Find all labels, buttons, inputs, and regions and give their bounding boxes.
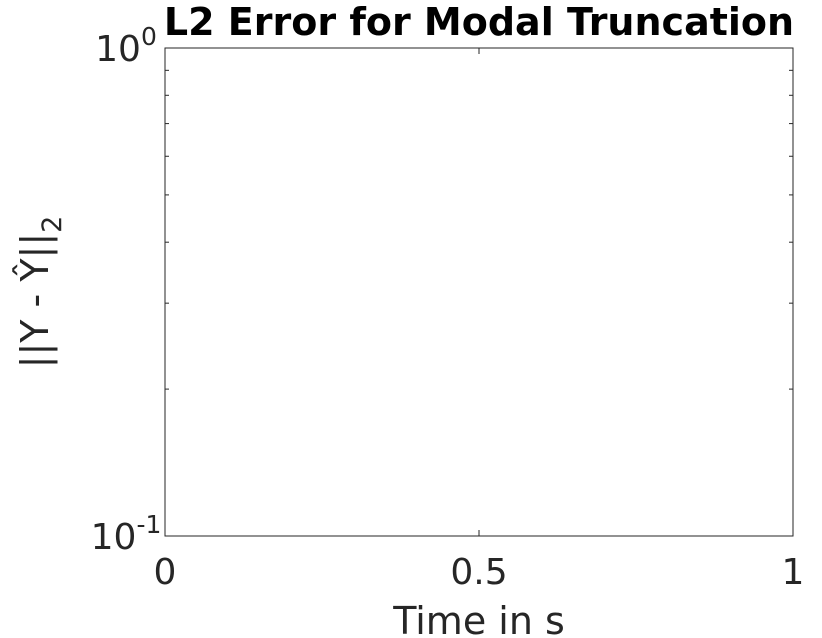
chart-title: L2 Error for Modal Truncation [164, 0, 794, 44]
x-axis-label: Time in s [392, 599, 565, 638]
y-tick-label-exponent: -1 [136, 510, 161, 539]
axes-box [164, 47, 794, 537]
y-tick-label-exponent: 0 [141, 22, 157, 51]
x-tick-label: 0 [154, 552, 177, 593]
x-tick-label: 1 [782, 552, 805, 593]
y-tick-label-base: 10 [91, 517, 137, 558]
y-tick-label: 100 [95, 22, 157, 70]
y-axis-label-main: ||Y - Ŷ|| [13, 233, 58, 369]
y-tick-label: 10-1 [91, 510, 162, 558]
x-tick-label: 0.5 [450, 552, 507, 593]
y-axis-label-subscript: 2 [37, 216, 68, 233]
plot-area [165, 48, 793, 536]
y-axis-label: ||Y - Ŷ||2 [13, 216, 68, 369]
y-tick-label-base: 10 [95, 29, 141, 70]
